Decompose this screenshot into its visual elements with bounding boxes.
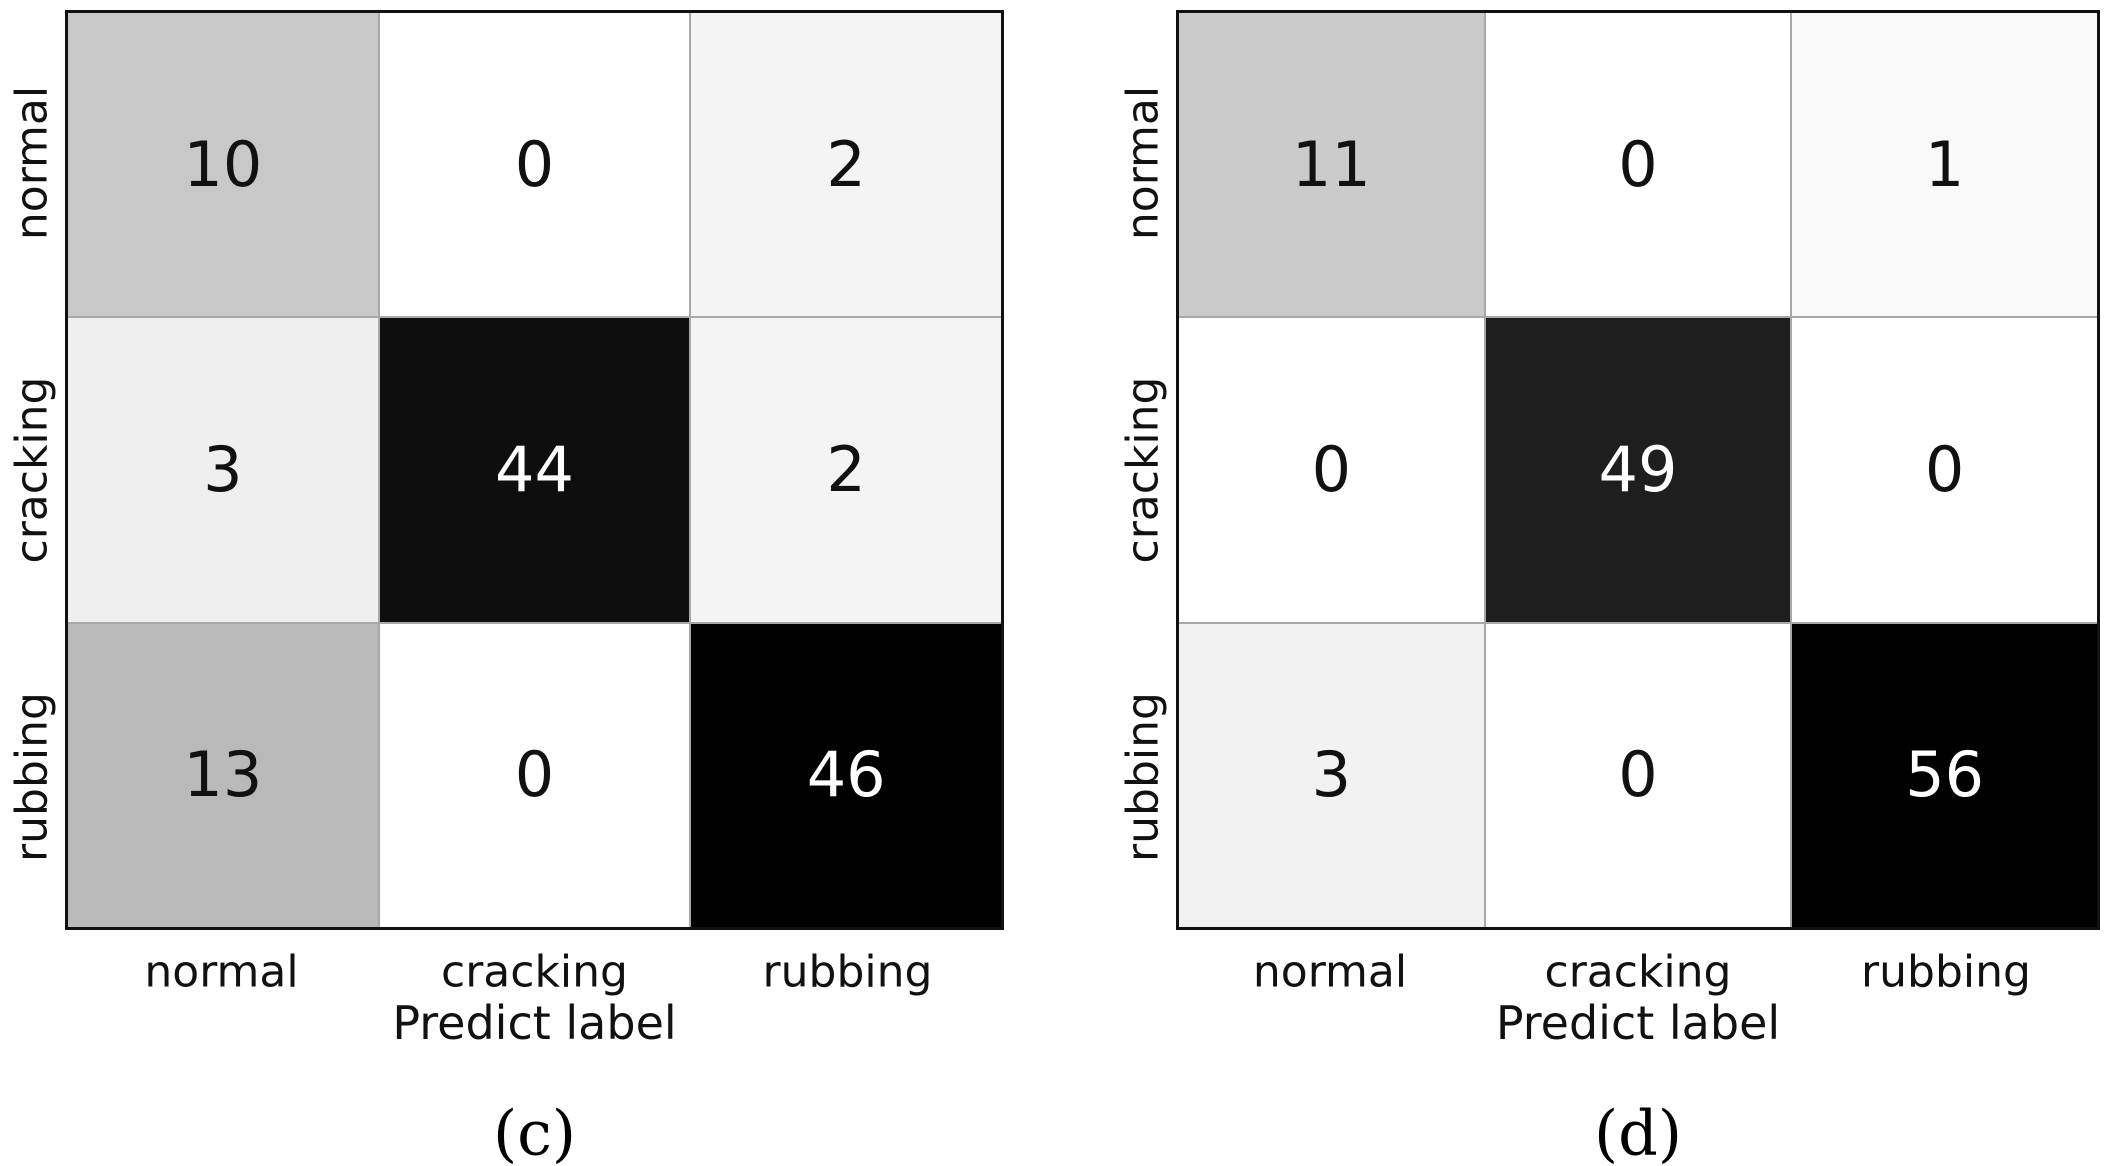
subfigure-caption-c: (c)	[492, 1096, 577, 1166]
heatmap-grid-c: 10 0 2 3 44 2 13 0 46	[65, 10, 1004, 930]
x-tick-cracking: cracking	[441, 946, 628, 998]
x-tick-cracking: cracking	[1544, 946, 1732, 998]
x-axis-title-c: Predict label	[392, 996, 677, 1050]
y-tick-cracking: cracking	[6, 376, 58, 564]
matrix-cell-r1c0: 3	[68, 318, 378, 622]
matrix-cell-r2c2: 56	[1792, 623, 2097, 927]
matrix-cell-r0c2: 2	[691, 13, 1001, 317]
matrix-cell-r1c2: 2	[691, 318, 1001, 622]
x-tick-normal: normal	[1252, 946, 1408, 998]
matrix-cell-r0c2: 1	[1792, 13, 2097, 317]
x-tick-rubbing: rubbing	[1861, 946, 2031, 998]
matrix-cell-r1c1: 49	[1485, 318, 1791, 622]
x-axis-title-d: Predict label	[1495, 996, 1781, 1050]
matrix-cell-r2c0: 3	[1179, 623, 1484, 927]
matrix-cell-r0c1: 0	[379, 13, 690, 317]
y-tick-normal: normal	[1117, 86, 1169, 241]
matrix-cell-r0c1: 0	[1485, 13, 1791, 317]
matrix-cell-r2c0: 13	[68, 623, 378, 927]
y-tick-cracking: cracking	[1117, 376, 1169, 564]
matrix-cell-r2c1: 0	[379, 623, 690, 927]
x-tick-normal: normal	[144, 946, 299, 998]
matrix-cell-r0c0: 10	[68, 13, 378, 317]
matrix-cell-r2c2: 46	[691, 623, 1001, 927]
matrix-cell-r1c2: 0	[1792, 318, 2097, 622]
matrix-cell-r1c0: 0	[1179, 318, 1484, 622]
matrix-cell-r2c1: 0	[1485, 623, 1791, 927]
subfigure-caption-d: (d)	[1593, 1096, 1683, 1166]
heatmap-grid-d: 11 0 1 0 49 0 3 0 56	[1176, 10, 2100, 930]
y-tick-rubbing: rubbing	[1117, 691, 1169, 862]
matrix-cell-r0c0: 11	[1179, 13, 1484, 317]
y-tick-normal: normal	[6, 86, 58, 241]
x-tick-rubbing: rubbing	[762, 946, 933, 998]
y-tick-rubbing: rubbing	[6, 691, 58, 862]
matrix-cell-r1c1: 44	[379, 318, 690, 622]
